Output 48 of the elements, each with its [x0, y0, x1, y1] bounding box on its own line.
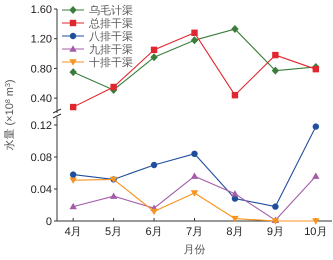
- x-tick-label: 6月: [145, 226, 163, 238]
- point: [312, 123, 320, 130]
- point: [190, 172, 198, 179]
- point: [272, 66, 280, 75]
- point: [272, 203, 279, 210]
- y-tick-label: 1.60: [30, 4, 52, 16]
- y-tick-label: 1.20: [30, 34, 52, 46]
- point: [231, 25, 239, 34]
- x-tick-label: 10月: [304, 226, 328, 238]
- point: [69, 68, 77, 76]
- legend-label: 九排干渠: [89, 42, 133, 56]
- point: [69, 178, 77, 184]
- point: [150, 208, 158, 216]
- point: [191, 150, 198, 157]
- point: [110, 84, 117, 90]
- point: [191, 30, 198, 36]
- x-tick-label: 9月: [266, 226, 284, 238]
- point: [150, 53, 158, 62]
- point: [190, 36, 198, 44]
- x-tick-label: 8月: [226, 226, 244, 238]
- legend-label: 总排干渠: [88, 16, 133, 30]
- x-axis-title: 月份: [184, 244, 206, 256]
- point: [272, 52, 279, 58]
- point: [110, 192, 118, 199]
- legend-label: 乌毛计渠: [89, 4, 133, 17]
- point: [312, 66, 320, 72]
- point: [231, 216, 239, 222]
- point: [150, 162, 158, 168]
- y-tick-label: 0.80: [30, 63, 52, 76]
- point: [70, 104, 76, 110]
- x-tick-label: 5月: [105, 226, 122, 238]
- point: [69, 202, 77, 210]
- x-tick-label: 4月: [64, 226, 82, 238]
- y-tick-label: 0: [46, 216, 52, 228]
- point: [232, 92, 238, 98]
- point: [150, 46, 158, 54]
- point: [231, 190, 239, 196]
- point: [70, 171, 76, 178]
- y-tick-label: 0.12: [30, 120, 52, 132]
- y-tick-label: 0.04: [30, 184, 52, 196]
- y-tick-label: 0.40: [30, 92, 52, 105]
- legend-label: 十排干渠: [89, 56, 133, 69]
- point: [312, 172, 320, 179]
- x-tick-label: 7月: [186, 226, 204, 238]
- point: [190, 190, 198, 197]
- legend-label: 八排干渠: [89, 30, 133, 43]
- y-tick-label: 0.08: [30, 152, 52, 164]
- point: [312, 218, 320, 225]
